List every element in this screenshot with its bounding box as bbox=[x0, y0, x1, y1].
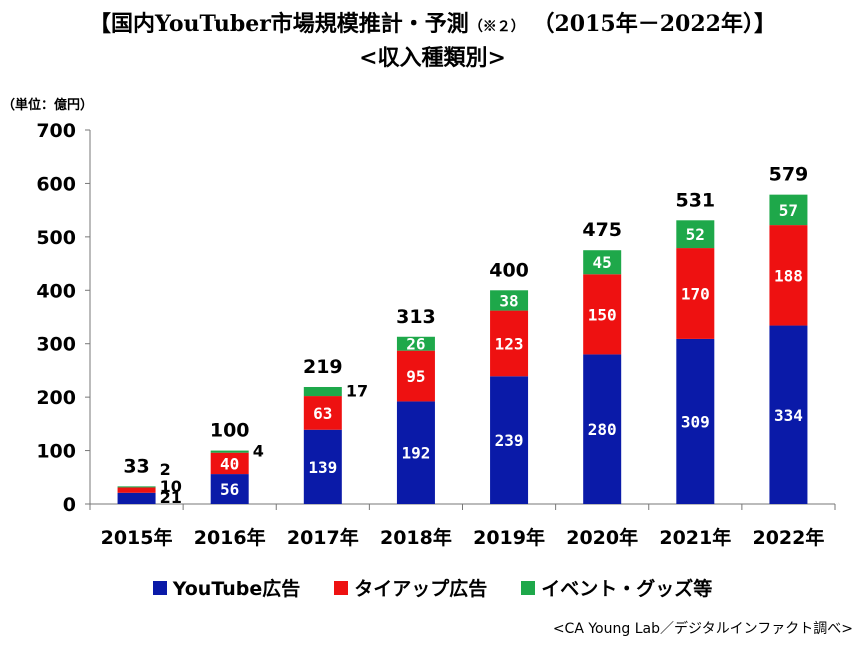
data-label-event-goods: 57 bbox=[779, 201, 798, 220]
x-tick-label: 2021年 bbox=[659, 526, 731, 549]
data-label-tieup-ad: 95 bbox=[406, 367, 425, 386]
data-label-event-goods: 26 bbox=[406, 335, 425, 354]
data-label-youtube-ad: 334 bbox=[774, 406, 803, 425]
data-label-youtube-ad: 280 bbox=[588, 420, 617, 439]
data-label-event-goods: 2 bbox=[160, 460, 171, 479]
y-tick-label: 600 bbox=[36, 173, 76, 195]
chart-subtitle: <収入種類別> bbox=[359, 45, 506, 71]
data-label-youtube-ad: 139 bbox=[308, 458, 337, 477]
y-tick-label: 700 bbox=[36, 120, 76, 142]
bar-segment-youtube-ad bbox=[117, 492, 156, 504]
bar-segment-event-goods bbox=[210, 450, 249, 453]
data-label-tieup-ad: 150 bbox=[588, 305, 617, 324]
x-tick-label: 2022年 bbox=[752, 526, 824, 549]
data-label-event-goods: 4 bbox=[253, 442, 264, 461]
data-label-event-goods: 52 bbox=[686, 225, 705, 244]
bar-segment-event-goods bbox=[396, 336, 435, 351]
data-label-event-goods: 45 bbox=[593, 253, 612, 272]
legend: YouTube広告 タイアップ広告 イベント・グッズ等 bbox=[0, 574, 865, 601]
data-label-youtube-ad: 56 bbox=[220, 480, 239, 499]
data-label-tieup-ad: 63 bbox=[313, 404, 332, 423]
legend-swatch-event-goods bbox=[521, 580, 536, 595]
bar-segment-event-goods bbox=[490, 290, 529, 311]
total-label: 400 bbox=[489, 259, 529, 281]
x-tick-label: 2016年 bbox=[194, 526, 266, 549]
bar-segment-event-goods bbox=[117, 486, 156, 488]
legend-swatch-tieup-ad bbox=[334, 580, 349, 595]
bar-segment-tieup-ad bbox=[676, 248, 715, 339]
data-label-youtube-ad: 239 bbox=[495, 431, 524, 450]
bar-segment-youtube-ad bbox=[210, 474, 249, 504]
data-label-tieup-ad: 40 bbox=[220, 454, 239, 473]
data-label-event-goods: 17 bbox=[346, 382, 368, 401]
bar-segment-tieup-ad bbox=[769, 225, 808, 326]
legend-item-youtube-ad: YouTube広告 bbox=[152, 574, 301, 601]
y-tick-label: 0 bbox=[63, 494, 76, 516]
data-label-tieup-ad: 123 bbox=[495, 334, 524, 353]
bar-segment-youtube-ad bbox=[676, 338, 715, 504]
data-label-tieup-ad: 10 bbox=[160, 477, 182, 496]
y-tick-label: 200 bbox=[36, 387, 76, 409]
data-label-youtube-ad: 309 bbox=[681, 412, 710, 431]
legend-label-youtube-ad: YouTube広告 bbox=[172, 578, 301, 600]
unit-label: （単位：億円） bbox=[2, 98, 94, 113]
source-note: <CA Young Lab／デジタルインファクト調べ> bbox=[552, 621, 853, 637]
bar-segment-event-goods bbox=[583, 250, 622, 275]
total-label: 579 bbox=[769, 164, 809, 186]
bar-segment-youtube-ad bbox=[583, 354, 622, 504]
bar-segment-event-goods bbox=[303, 386, 342, 397]
bar-segment-youtube-ad bbox=[769, 325, 808, 504]
total-label: 313 bbox=[396, 306, 436, 328]
x-tick-label: 2020年 bbox=[566, 526, 638, 549]
bar-segment-tieup-ad bbox=[117, 487, 156, 493]
bar-segment-event-goods bbox=[676, 220, 715, 249]
bar-segment-youtube-ad bbox=[490, 376, 529, 504]
data-label-tieup-ad: 170 bbox=[681, 284, 710, 303]
x-tick-label: 2015年 bbox=[101, 526, 173, 549]
legend-label-tieup-ad: タイアップ広告 bbox=[354, 578, 488, 600]
data-label-tieup-ad: 188 bbox=[774, 266, 803, 285]
bar-segment-tieup-ad bbox=[396, 350, 435, 402]
y-tick-label: 300 bbox=[36, 334, 76, 356]
data-label-youtube-ad: 21 bbox=[160, 488, 182, 507]
data-label-event-goods: 38 bbox=[499, 291, 518, 310]
bar-segment-youtube-ad bbox=[303, 429, 342, 504]
bar-segment-tieup-ad bbox=[490, 310, 529, 377]
bar-segment-tieup-ad bbox=[583, 274, 622, 355]
data-label-youtube-ad: 192 bbox=[401, 444, 430, 463]
legend-label-event-goods: イベント・グッズ等 bbox=[541, 578, 713, 600]
chart-title-period: （2015年－2022年）】 bbox=[532, 11, 776, 37]
x-tick-label: 2019年 bbox=[473, 526, 545, 549]
legend-item-event-goods: イベント・グッズ等 bbox=[521, 574, 712, 601]
chart-title: 【国内YouTuber市場規模推計・予測（※２） （2015年－2022年）】 bbox=[0, 6, 865, 38]
y-tick-label: 400 bbox=[36, 280, 76, 302]
legend-item-tieup-ad: タイアップ広告 bbox=[334, 574, 487, 601]
legend-swatch-youtube-ad bbox=[152, 580, 167, 595]
total-label: 100 bbox=[210, 420, 250, 442]
bar-segment-youtube-ad bbox=[396, 401, 435, 504]
bar-segment-event-goods bbox=[769, 194, 808, 226]
stacked-bar-chart: 010020030040050060070021102332015年564041… bbox=[36, 120, 836, 549]
total-label: 33 bbox=[123, 455, 149, 477]
y-tick-label: 100 bbox=[36, 441, 76, 463]
x-tick-label: 2017年 bbox=[287, 526, 359, 549]
x-tick-label: 2018年 bbox=[380, 526, 452, 549]
chart-title-main: 【国内YouTuber市場規模推計・予測 bbox=[89, 11, 469, 37]
y-tick-label: 500 bbox=[36, 227, 76, 249]
chart-title-note: （※２） bbox=[468, 19, 525, 35]
total-label: 475 bbox=[582, 219, 622, 241]
total-label: 531 bbox=[675, 189, 715, 211]
bar-segment-tieup-ad bbox=[303, 396, 342, 430]
total-label: 219 bbox=[303, 356, 343, 378]
bar-segment-tieup-ad bbox=[210, 452, 249, 475]
